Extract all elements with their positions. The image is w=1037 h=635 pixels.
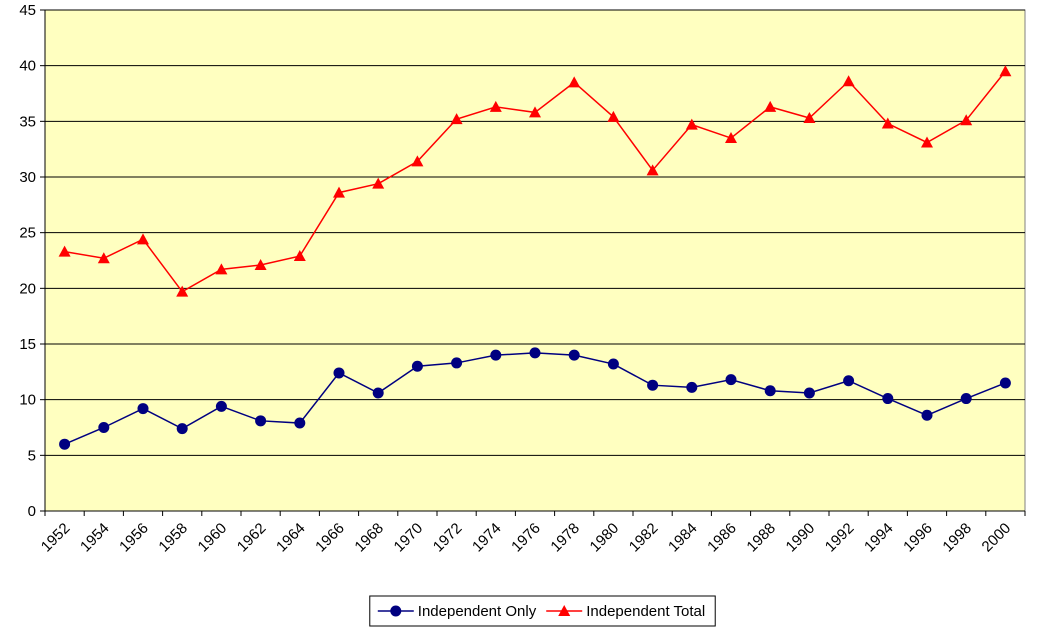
data-point [176, 285, 189, 297]
data-point [215, 263, 228, 275]
x-tick-label: 1984 [665, 520, 701, 556]
x-tick-label: 1998 [939, 520, 975, 556]
data-point [646, 164, 659, 176]
x-tick-label: 1954 [77, 520, 113, 556]
x-tick-label: 1990 [783, 520, 819, 556]
data-point [372, 387, 384, 399]
x-tick-label: 1980 [587, 520, 623, 556]
data-point [960, 114, 973, 126]
data-point [568, 76, 581, 88]
legend: Independent Only Independent Total [369, 595, 716, 627]
x-tick-label: 1982 [626, 520, 662, 556]
data-point [921, 136, 933, 148]
y-tick-label: 35 [19, 113, 36, 130]
data-point [685, 118, 698, 130]
legend-label: Independent Only [418, 603, 537, 620]
data-point [98, 422, 110, 433]
x-tick-label: 1994 [861, 520, 897, 556]
x-tick-label: 1952 [38, 520, 74, 556]
x-tick-label: 1972 [430, 520, 466, 556]
data-point [803, 387, 815, 399]
data-point [59, 438, 71, 450]
data-point [725, 374, 737, 386]
x-tick-label: 1974 [469, 520, 505, 556]
y-tick-label: 10 [19, 392, 36, 409]
y-tick-label: 15 [19, 336, 36, 353]
data-point [254, 258, 267, 270]
plot-area [44, 9, 1026, 512]
data-point [58, 245, 71, 257]
x-tick-label: 1956 [116, 520, 152, 556]
data-point [999, 65, 1012, 77]
data-point [529, 347, 541, 359]
data-point [450, 113, 463, 125]
data-point [411, 360, 423, 372]
data-point [882, 393, 894, 405]
legend-marker [390, 605, 402, 617]
y-tick-label: 25 [19, 225, 36, 242]
y-tick-label: 45 [19, 2, 36, 19]
data-point [803, 111, 816, 123]
x-tick-label: 1964 [273, 520, 309, 556]
data-point [725, 132, 737, 144]
legend-box [369, 595, 716, 627]
x-tick-label: 1970 [391, 520, 427, 556]
data-point [568, 349, 580, 361]
data-point [686, 381, 698, 393]
data-point [490, 349, 502, 361]
data-point [842, 75, 855, 87]
y-tick-label: 30 [19, 169, 36, 186]
data-point [255, 415, 267, 427]
data-point [215, 400, 227, 412]
x-tick-label: 1986 [704, 520, 740, 556]
data-point [607, 358, 619, 370]
data-point [411, 155, 424, 167]
data-point [293, 250, 306, 262]
legend-label: Independent Total [586, 603, 705, 620]
x-tick-label: 1996 [900, 520, 936, 556]
data-point [607, 110, 620, 122]
data-point [881, 117, 894, 129]
data-point [489, 100, 502, 112]
y-tick-label: 0 [28, 503, 36, 520]
x-tick-label: 1960 [195, 520, 231, 556]
data-point [137, 403, 149, 415]
data-point [372, 177, 385, 189]
data-point [764, 385, 776, 397]
legend-marker [558, 605, 571, 616]
data-point [333, 186, 345, 198]
x-tick-label: 1958 [155, 520, 191, 556]
x-tick-label: 2000 [979, 520, 1015, 556]
data-point [294, 417, 306, 429]
data-point [97, 252, 110, 264]
data-point [647, 379, 659, 391]
x-tick-label: 1988 [743, 520, 779, 556]
data-point [960, 393, 972, 405]
data-point [137, 233, 149, 245]
x-tick-label: 1962 [234, 520, 270, 556]
data-point [999, 377, 1011, 389]
x-tick-label: 1966 [312, 520, 348, 556]
data-point [921, 409, 933, 421]
y-tick-label: 40 [19, 58, 36, 75]
data-point [764, 100, 777, 112]
data-point [843, 375, 855, 387]
x-tick-label: 1976 [508, 520, 544, 556]
data-point [176, 423, 188, 435]
data-point [333, 367, 345, 379]
y-tick-label: 20 [19, 280, 36, 297]
data-point [451, 357, 463, 369]
data-point [529, 106, 541, 118]
x-tick-label: 1978 [547, 520, 583, 556]
x-tick-label: 1992 [822, 520, 858, 556]
x-tick-label: 1968 [351, 520, 387, 556]
y-tick-label: 5 [28, 447, 36, 464]
